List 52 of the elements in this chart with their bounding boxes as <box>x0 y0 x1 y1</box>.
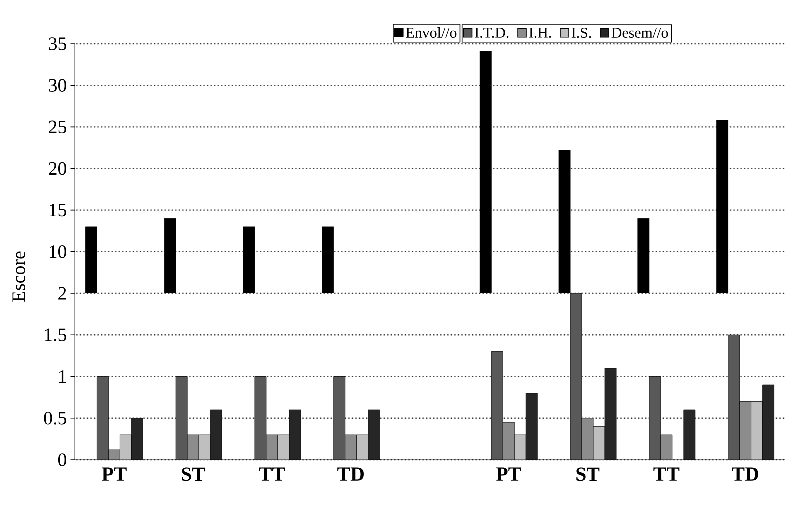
bar <box>649 376 661 460</box>
legend-label: Envol//o <box>406 28 457 38</box>
legend-label: Desem//o <box>612 28 668 38</box>
bar <box>526 393 538 460</box>
legend-label: I.T.D. <box>475 28 509 38</box>
bar <box>514 435 526 460</box>
bar <box>210 410 222 460</box>
bar <box>660 435 672 460</box>
x-tick-label: PT <box>102 468 127 481</box>
bar <box>684 410 696 460</box>
x-tick-label: TT <box>654 468 680 481</box>
bar <box>120 435 132 460</box>
bar <box>582 418 594 460</box>
bar <box>334 376 346 460</box>
y-tick-label: 30 <box>49 79 66 92</box>
bar <box>356 435 368 460</box>
y-tick-label: 0.5 <box>44 412 66 425</box>
y-tick-label: 35 <box>49 38 66 50</box>
x-tick-label: ST <box>576 468 600 482</box>
bar <box>605 368 617 460</box>
y-tick-label: 1.5 <box>45 328 66 342</box>
y-tick-label: 10 <box>50 246 66 258</box>
bar <box>368 410 380 460</box>
y-tick-label: 15 <box>50 204 66 217</box>
x-tick-label: TD <box>732 468 758 481</box>
legend-label: I.H. <box>529 28 552 38</box>
y-tick-label: 20 <box>49 162 66 176</box>
bar <box>570 294 582 460</box>
y-tick-label: 2 <box>58 287 66 300</box>
x-tick-label: ST <box>182 468 206 482</box>
x-tick-label: PT <box>496 468 522 481</box>
y-tick-label: 25 <box>49 120 66 134</box>
y-tick-label: 0 <box>58 454 66 466</box>
x-tick-label: TD <box>338 468 364 481</box>
x-tick-label: TT <box>259 468 286 481</box>
bar <box>132 418 144 460</box>
bar <box>503 422 515 460</box>
bar <box>762 384 775 460</box>
bar <box>492 352 504 460</box>
y-axis-title: Escore <box>12 252 26 302</box>
bar <box>740 402 752 460</box>
y-tick-label: 1 <box>59 370 66 383</box>
bar <box>345 435 357 460</box>
bar <box>176 376 188 460</box>
bar <box>97 376 109 460</box>
bar <box>188 435 200 460</box>
bar <box>728 334 740 460</box>
bar <box>199 435 211 460</box>
legend-label: I.S. <box>572 28 592 38</box>
bar <box>751 402 764 460</box>
bar <box>289 410 301 460</box>
bar <box>254 376 266 460</box>
